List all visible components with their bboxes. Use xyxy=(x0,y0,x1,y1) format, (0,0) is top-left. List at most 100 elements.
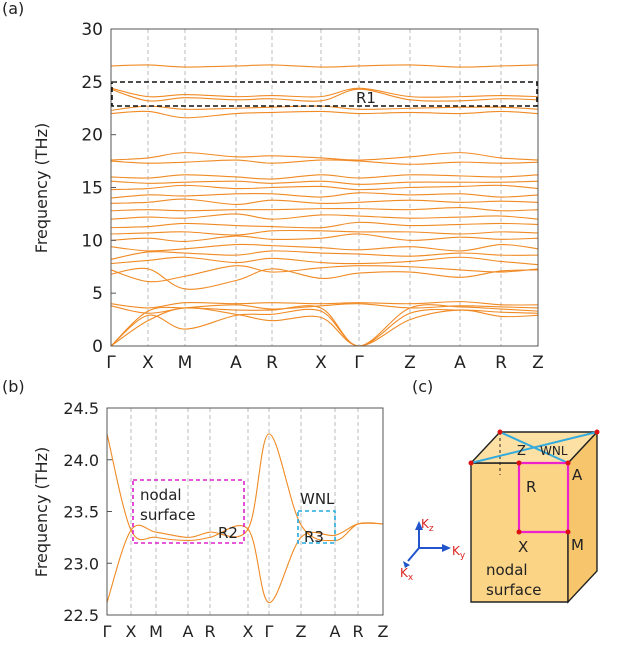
panel-a-yticks: 0 5 10 15 20 25 30 xyxy=(81,20,116,357)
point-m-label: M xyxy=(571,536,584,554)
y-tick-label: 23.5 xyxy=(63,503,99,522)
r3-box xyxy=(297,510,336,544)
kz-arrowhead xyxy=(415,521,423,530)
brillouin-zone: Z WNL R A X M nodal surface xyxy=(468,429,600,604)
x-tick-label: Γ xyxy=(106,353,116,373)
kx-arrowhead xyxy=(403,561,410,568)
panel-c-label: (c) xyxy=(412,377,433,396)
x-tick-label: Z xyxy=(532,353,544,373)
y-tick-label: 5 xyxy=(92,284,103,304)
x-tick-label: A xyxy=(230,353,242,373)
x-tick-label: A xyxy=(454,353,466,373)
x-tick-label: A xyxy=(183,622,194,641)
point-marker xyxy=(468,460,474,466)
panel-a-label: (a) xyxy=(2,0,24,18)
wnl-label: WNL xyxy=(300,490,335,508)
band-line xyxy=(106,433,384,603)
band-line xyxy=(110,180,539,185)
r1-label: R1 xyxy=(356,89,376,107)
nodal-surface-box xyxy=(132,479,245,544)
y-tick-label: 24.0 xyxy=(63,451,99,470)
kx-label: Kx xyxy=(400,566,414,583)
y-tick-label: 23.0 xyxy=(63,554,99,573)
point-z-label: Z xyxy=(517,444,526,459)
x-tick-label: X xyxy=(142,353,154,373)
panel-a-bands xyxy=(110,64,539,347)
r1-box xyxy=(111,81,538,107)
x-tick-label: Z xyxy=(378,622,389,641)
y-tick-label: 22.5 xyxy=(63,606,99,625)
x-tick-label: R xyxy=(204,622,215,641)
band-line xyxy=(110,152,539,161)
band-line xyxy=(110,87,539,98)
nodal-line-2 xyxy=(499,431,569,464)
panel-b: (b) nodal surface R2 WNL R3 22.5 23.0 23.5… xyxy=(2,377,389,641)
k-axes-icon: Kz Ky Kx xyxy=(400,517,466,583)
band-line xyxy=(110,243,539,252)
bz-surface-label-1: nodal xyxy=(486,561,528,579)
y-tick-label: 20 xyxy=(81,126,103,146)
panel-b-ylabel: Frequency (THz) xyxy=(32,447,51,577)
band-line xyxy=(110,192,539,199)
x-tick-label: R xyxy=(495,353,507,373)
point-marker xyxy=(565,529,571,535)
y-tick-label: 10 xyxy=(81,231,103,251)
point-a-label: A xyxy=(572,466,583,484)
band-line xyxy=(110,221,539,229)
ky-arrowhead xyxy=(442,544,451,552)
y-tick-label: 0 xyxy=(92,337,103,357)
x-tick-label: Z xyxy=(296,622,307,641)
panel-b-label: (b) xyxy=(2,377,25,396)
band-line xyxy=(110,267,539,290)
panel-a: (a) R1 0 5 10 15 20 25 30 Γ X M A R X Γ Z A R Z Frequenc… xyxy=(2,0,544,373)
band-line xyxy=(110,184,539,191)
band-line xyxy=(110,159,539,165)
band-line xyxy=(110,213,539,220)
band-line xyxy=(110,265,539,283)
band-line xyxy=(110,304,539,347)
r3-label: R3 xyxy=(304,528,324,546)
band-line xyxy=(110,88,539,102)
x-tick-label: X xyxy=(315,353,327,373)
r2-label: R2 xyxy=(218,524,238,542)
y-tick-label: 30 xyxy=(81,20,103,40)
x-tick-label: R xyxy=(352,622,363,641)
panel-a-gridlines xyxy=(147,29,502,346)
panel-b-yticks: 22.5 23.0 23.5 24.0 24.5 xyxy=(63,399,112,625)
band-line xyxy=(110,110,539,119)
point-marker xyxy=(516,460,522,466)
x-tick-label: R xyxy=(266,353,278,373)
y-tick-label: 24.5 xyxy=(63,399,99,418)
band-line xyxy=(110,174,539,180)
bz-surface-label-2: surface xyxy=(486,581,541,599)
band-line xyxy=(110,308,539,347)
nodal-surface-label-2: surface xyxy=(140,506,195,524)
band-line xyxy=(110,233,539,242)
band-line xyxy=(110,64,539,68)
x-tick-label: M xyxy=(149,622,163,641)
point-marker xyxy=(497,429,503,435)
point-marker xyxy=(565,460,571,466)
nodal-surface-label-1: nodal xyxy=(140,486,182,504)
x-tick-label: A xyxy=(330,622,341,641)
panel-b-bands xyxy=(106,433,384,604)
x-tick-label: Z xyxy=(404,353,416,373)
band-line xyxy=(110,256,539,266)
x-tick-label: X xyxy=(126,622,137,641)
band-line xyxy=(110,303,539,314)
panel-a-frame xyxy=(110,28,539,347)
x-tick-label: M xyxy=(178,353,193,373)
x-tick-label: Γ xyxy=(103,622,112,641)
point-marker xyxy=(594,429,600,435)
y-tick-label: 15 xyxy=(81,179,103,199)
point-x-label: X xyxy=(518,538,528,556)
point-r-label: R xyxy=(526,478,536,496)
ky-label: Ky xyxy=(452,544,466,561)
band-line xyxy=(110,207,539,212)
point-marker xyxy=(516,529,522,535)
band-line xyxy=(110,198,539,205)
kz-label: Kz xyxy=(421,517,434,534)
